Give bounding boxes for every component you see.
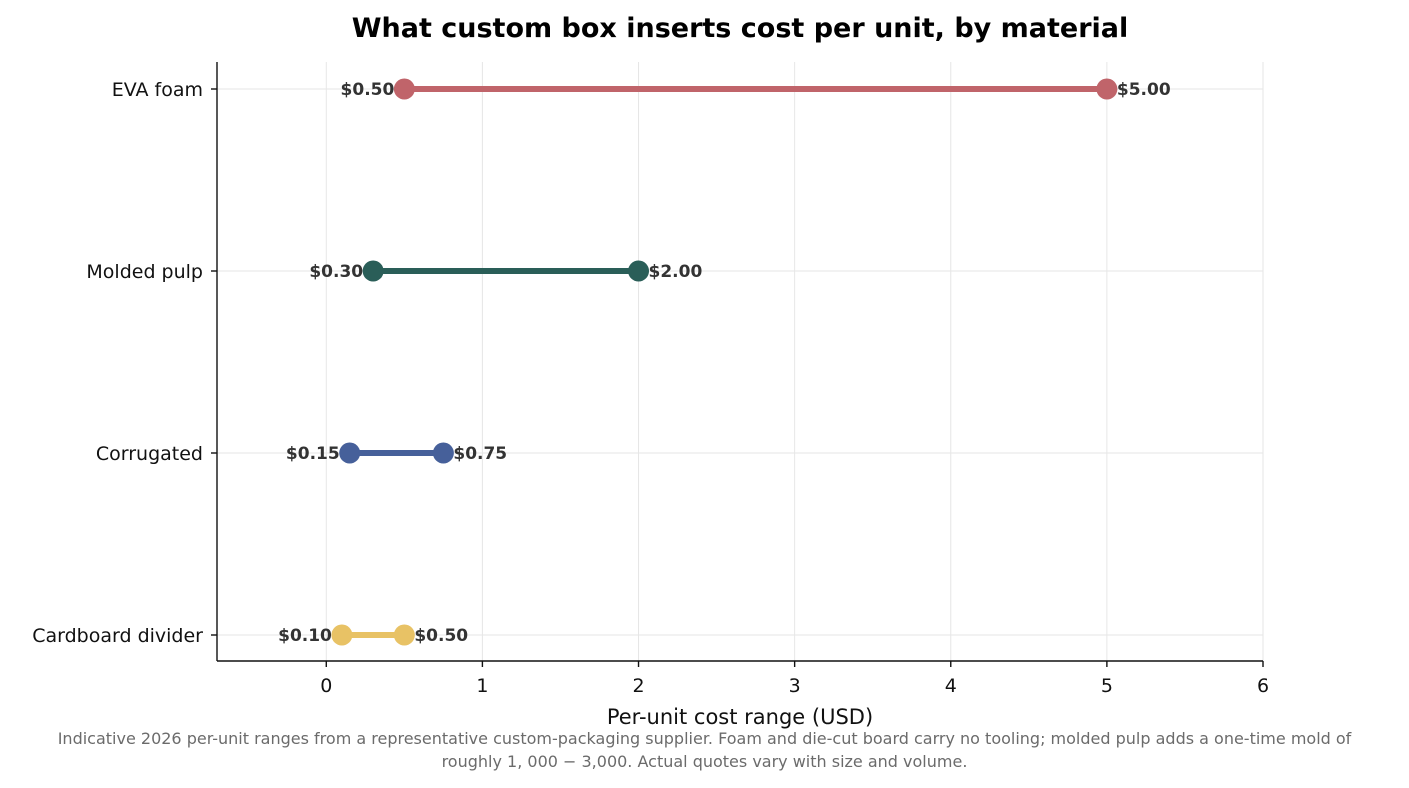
high-point xyxy=(432,442,454,464)
high-point xyxy=(1096,78,1118,100)
category-label: EVA foam xyxy=(112,79,203,101)
low-point xyxy=(393,78,415,100)
axes xyxy=(211,62,1264,667)
caption-line-1: Indicative 2026 per-unit ranges from a r… xyxy=(57,729,1352,748)
chart-title: What custom box inserts cost per unit, b… xyxy=(352,13,1129,44)
low-value-label: $0.50 xyxy=(341,80,395,100)
category-labels: EVA foam Molded pulp Corrugated Cardboard d… xyxy=(32,79,203,647)
dumbbell-series: $0.50 $5.00 $0.30 $2.00 $0.15 $0.75 $0.10 $0.50 xyxy=(278,78,1171,646)
low-value-label: $0.10 xyxy=(278,626,332,646)
low-point xyxy=(331,624,353,646)
x-tick-label: 1 xyxy=(476,675,488,697)
dumbbell-molded-pulp: $0.30 $2.00 xyxy=(309,260,703,282)
category-label: Corrugated xyxy=(96,443,203,465)
x-tick-label: 2 xyxy=(632,675,644,697)
low-point xyxy=(339,442,361,464)
high-value-label: $0.75 xyxy=(453,444,507,464)
x-tick-label: 4 xyxy=(945,675,957,697)
x-tick-label: 3 xyxy=(789,675,801,697)
dumbbell-cardboard-divider: $0.10 $0.50 xyxy=(278,624,468,646)
dumbbell-corrugated: $0.15 $0.75 xyxy=(286,442,507,464)
x-tick-label: 6 xyxy=(1257,675,1269,697)
x-tick-label: 0 xyxy=(320,675,332,697)
high-value-label: $0.50 xyxy=(414,626,468,646)
high-value-label: $5.00 xyxy=(1117,80,1171,100)
category-label: Molded pulp xyxy=(86,261,203,283)
high-value-label: $2.00 xyxy=(649,262,703,282)
dumbbell-eva-foam: $0.50 $5.00 xyxy=(341,78,1171,100)
x-tick-labels: 0 1 2 3 4 5 6 xyxy=(320,675,1269,697)
low-value-label: $0.30 xyxy=(309,262,363,282)
chart-caption: Indicative 2026 per-unit ranges from a r… xyxy=(0,727,1409,773)
x-tick-label: 5 xyxy=(1101,675,1113,697)
x-axis-label: Per-unit cost range (USD) xyxy=(607,705,873,729)
caption-line-2: roughly 1, 000 − 3,000. Actual quotes va… xyxy=(441,752,968,771)
low-point xyxy=(362,260,384,282)
category-label: Cardboard divider xyxy=(32,625,203,647)
high-point xyxy=(628,260,650,282)
grid-lines xyxy=(217,62,1264,661)
high-point xyxy=(393,624,415,646)
low-value-label: $0.15 xyxy=(286,444,340,464)
